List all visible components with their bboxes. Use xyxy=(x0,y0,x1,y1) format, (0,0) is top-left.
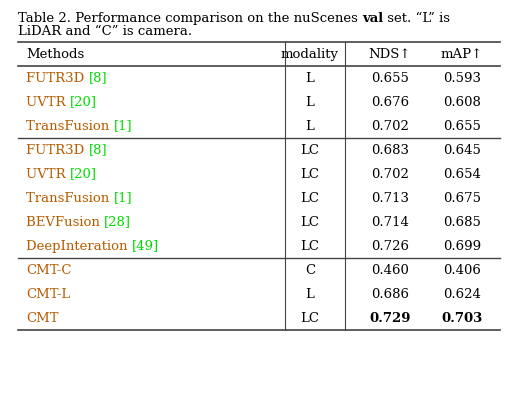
Text: L: L xyxy=(306,288,314,300)
Text: [20]: [20] xyxy=(70,96,97,108)
Text: [20]: [20] xyxy=(70,168,97,180)
Text: 0.713: 0.713 xyxy=(371,192,409,204)
Text: 0.686: 0.686 xyxy=(371,288,409,300)
Text: FUTR3D: FUTR3D xyxy=(26,143,89,157)
Text: LC: LC xyxy=(301,192,319,204)
Text: CMT-L: CMT-L xyxy=(26,288,70,300)
Text: 0.683: 0.683 xyxy=(371,143,409,157)
Text: CMT: CMT xyxy=(26,311,58,325)
Text: L: L xyxy=(306,119,314,133)
Text: [49]: [49] xyxy=(132,239,159,253)
Text: 0.406: 0.406 xyxy=(443,264,481,276)
Text: 0.702: 0.702 xyxy=(371,168,409,180)
Text: [8]: [8] xyxy=(89,143,107,157)
Text: 0.676: 0.676 xyxy=(371,96,409,108)
Text: 0.714: 0.714 xyxy=(371,215,409,229)
Text: 0.699: 0.699 xyxy=(443,239,481,253)
Text: 0.593: 0.593 xyxy=(443,72,481,84)
Text: UVTR: UVTR xyxy=(26,168,70,180)
Text: NDS↑: NDS↑ xyxy=(369,47,411,61)
Text: BEVFusion: BEVFusion xyxy=(26,215,104,229)
Text: FUTR3D: FUTR3D xyxy=(26,72,89,84)
Text: 0.685: 0.685 xyxy=(443,215,481,229)
Text: 0.703: 0.703 xyxy=(441,311,483,325)
Text: LC: LC xyxy=(301,168,319,180)
Text: 0.608: 0.608 xyxy=(443,96,481,108)
Text: DeepInteration: DeepInteration xyxy=(26,239,132,253)
Text: UVTR: UVTR xyxy=(26,96,70,108)
Text: LiDAR and “C” is camera.: LiDAR and “C” is camera. xyxy=(18,25,192,38)
Text: 0.654: 0.654 xyxy=(443,168,481,180)
Text: TransFusion: TransFusion xyxy=(26,119,114,133)
Text: mAP↑: mAP↑ xyxy=(441,47,483,61)
Text: 0.726: 0.726 xyxy=(371,239,409,253)
Text: L: L xyxy=(306,96,314,108)
Text: 0.460: 0.460 xyxy=(371,264,409,276)
Text: L: L xyxy=(306,72,314,84)
Text: C: C xyxy=(305,264,315,276)
Text: Table 2. Performance comparison on the nuScenes: Table 2. Performance comparison on the n… xyxy=(18,12,362,25)
Text: Methods: Methods xyxy=(26,47,84,61)
Text: [1]: [1] xyxy=(114,192,132,204)
Text: [1]: [1] xyxy=(114,119,132,133)
Text: LC: LC xyxy=(301,143,319,157)
Text: 0.624: 0.624 xyxy=(443,288,481,300)
Text: TransFusion: TransFusion xyxy=(26,192,114,204)
Text: 0.655: 0.655 xyxy=(443,119,481,133)
Text: set. “L” is: set. “L” is xyxy=(383,12,451,25)
Text: 0.675: 0.675 xyxy=(443,192,481,204)
Text: modality: modality xyxy=(281,47,339,61)
Text: LC: LC xyxy=(301,215,319,229)
Text: val: val xyxy=(362,12,383,25)
Text: LC: LC xyxy=(301,311,319,325)
Text: CMT-C: CMT-C xyxy=(26,264,72,276)
Text: [8]: [8] xyxy=(89,72,107,84)
Text: 0.702: 0.702 xyxy=(371,119,409,133)
Text: LC: LC xyxy=(301,239,319,253)
Text: [28]: [28] xyxy=(104,215,131,229)
Text: 0.729: 0.729 xyxy=(369,311,411,325)
Text: 0.655: 0.655 xyxy=(371,72,409,84)
Text: 0.645: 0.645 xyxy=(443,143,481,157)
